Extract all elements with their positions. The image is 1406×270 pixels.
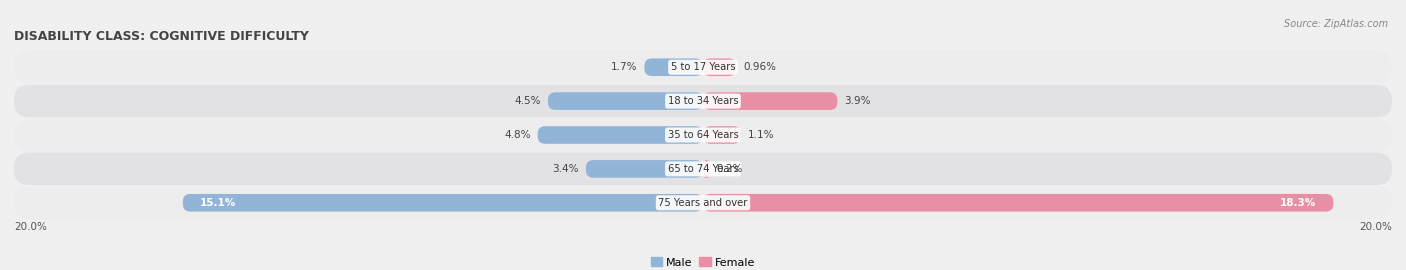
FancyBboxPatch shape (548, 92, 703, 110)
Text: 35 to 64 Years: 35 to 64 Years (668, 130, 738, 140)
Text: 5 to 17 Years: 5 to 17 Years (671, 62, 735, 72)
Text: 1.7%: 1.7% (612, 62, 637, 72)
FancyBboxPatch shape (703, 126, 741, 144)
FancyBboxPatch shape (703, 92, 838, 110)
Text: 18.3%: 18.3% (1279, 198, 1316, 208)
Text: 15.1%: 15.1% (200, 198, 236, 208)
FancyBboxPatch shape (703, 160, 710, 178)
Text: 3.4%: 3.4% (553, 164, 579, 174)
FancyBboxPatch shape (183, 194, 703, 212)
FancyBboxPatch shape (14, 187, 1392, 219)
Text: Source: ZipAtlas.com: Source: ZipAtlas.com (1284, 19, 1388, 29)
FancyBboxPatch shape (14, 153, 1392, 185)
FancyBboxPatch shape (703, 58, 737, 76)
Text: DISABILITY CLASS: COGNITIVE DIFFICULTY: DISABILITY CLASS: COGNITIVE DIFFICULTY (14, 30, 309, 43)
Text: 0.2%: 0.2% (717, 164, 744, 174)
FancyBboxPatch shape (703, 194, 1333, 212)
Text: 20.0%: 20.0% (14, 222, 46, 232)
FancyBboxPatch shape (644, 58, 703, 76)
Text: 3.9%: 3.9% (844, 96, 870, 106)
Text: 0.96%: 0.96% (742, 62, 776, 72)
Text: 75 Years and over: 75 Years and over (658, 198, 748, 208)
Text: 18 to 34 Years: 18 to 34 Years (668, 96, 738, 106)
Text: 20.0%: 20.0% (1360, 222, 1392, 232)
Text: 4.8%: 4.8% (505, 130, 531, 140)
Legend: Male, Female: Male, Female (651, 257, 755, 268)
Text: 1.1%: 1.1% (748, 130, 775, 140)
Text: 65 to 74 Years: 65 to 74 Years (668, 164, 738, 174)
FancyBboxPatch shape (14, 85, 1392, 117)
FancyBboxPatch shape (14, 51, 1392, 83)
FancyBboxPatch shape (537, 126, 703, 144)
FancyBboxPatch shape (586, 160, 703, 178)
FancyBboxPatch shape (14, 119, 1392, 151)
Text: 4.5%: 4.5% (515, 96, 541, 106)
